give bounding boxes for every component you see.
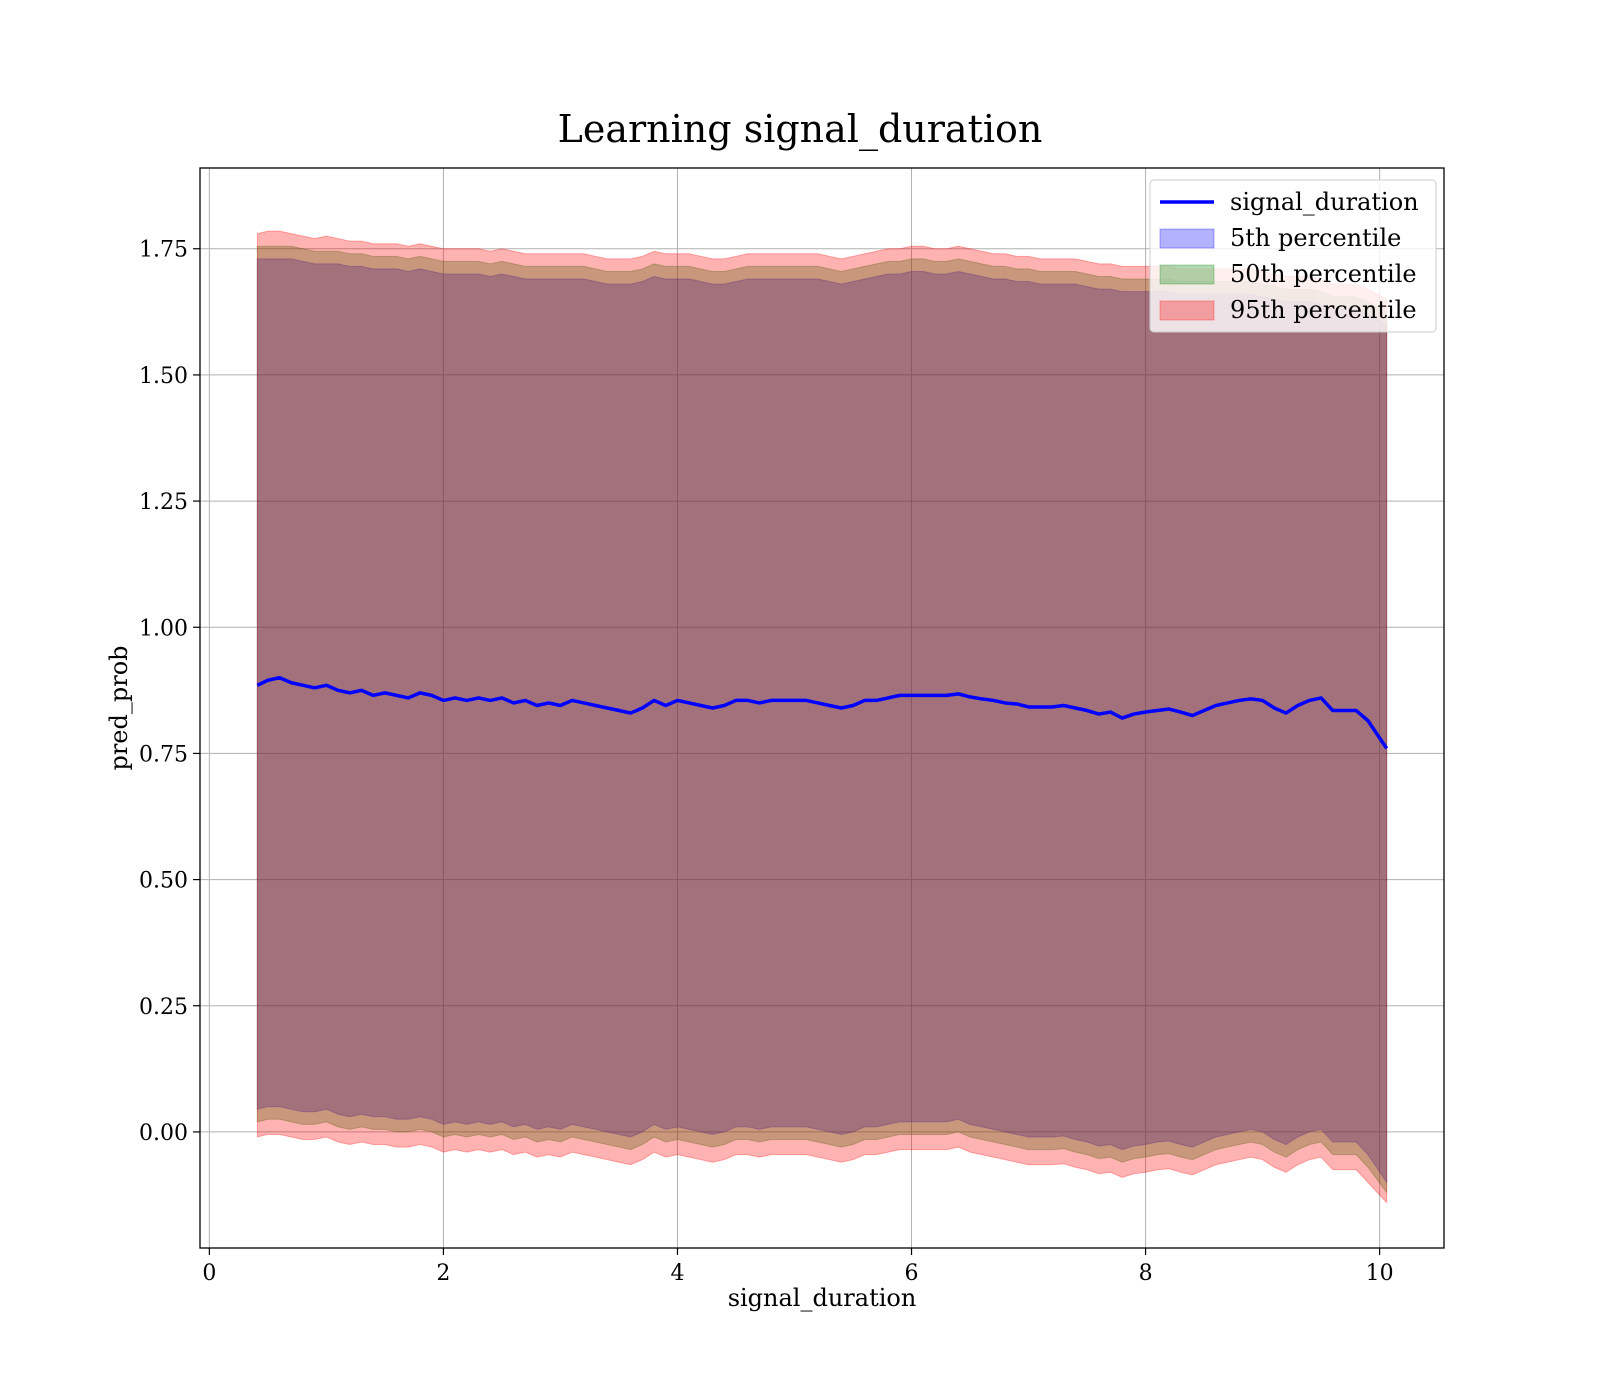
legend-label: 5th percentile (1230, 224, 1401, 252)
y-tick-label: 1.00 (139, 616, 188, 641)
band-95th-percentile (256, 230, 1388, 1204)
y-tick-label: 0.75 (139, 742, 188, 767)
legend-patch-swatch (1159, 300, 1215, 321)
y-tick-label: 1.50 (139, 364, 188, 389)
legend-patch-swatch (1159, 264, 1215, 285)
x-tick-label: 8 (1139, 1261, 1153, 1286)
x-tick-label: 4 (670, 1261, 684, 1286)
y-axis-label: pred_prob (105, 645, 133, 770)
legend-patch-swatch (1159, 228, 1215, 249)
y-tick-label: 1.75 (139, 238, 188, 263)
y-axis-ticks: 0.00 0.25 0.50 0.75 1.00 1.25 1.50 1.75 (139, 238, 200, 1146)
legend-label: signal_duration (1230, 188, 1419, 216)
y-tick-label: 0.00 (139, 1121, 188, 1146)
chart-title: Learning signal_duration (558, 107, 1043, 152)
legend: signal_duration 5th percentile 50th percen… (1149, 179, 1437, 333)
grid (200, 168, 1444, 1248)
legend-label: 50th percentile (1230, 260, 1417, 288)
y-tick-label: 0.25 (139, 995, 188, 1020)
x-axis-ticks: 0 2 4 6 8 10 (202, 1248, 1394, 1286)
percentile-bands (256, 230, 1388, 1204)
y-tick-label: 0.50 (139, 869, 188, 894)
series-lines (256, 675, 1389, 750)
x-tick-label: 10 (1366, 1261, 1394, 1286)
line-signal-duration (256, 675, 1389, 750)
x-tick-label: 6 (905, 1261, 919, 1286)
plot-frame (199, 167, 1445, 1249)
legend-box (1149, 179, 1437, 333)
band-5th-percentile (256, 258, 1388, 1185)
band-50th-percentile (256, 245, 1388, 1195)
x-axis-label: signal_duration (728, 1284, 917, 1312)
legend-label: 95th percentile (1230, 296, 1417, 324)
x-tick-label: 0 (202, 1261, 216, 1286)
x-tick-label: 2 (436, 1261, 450, 1286)
y-tick-label: 1.25 (139, 490, 188, 515)
